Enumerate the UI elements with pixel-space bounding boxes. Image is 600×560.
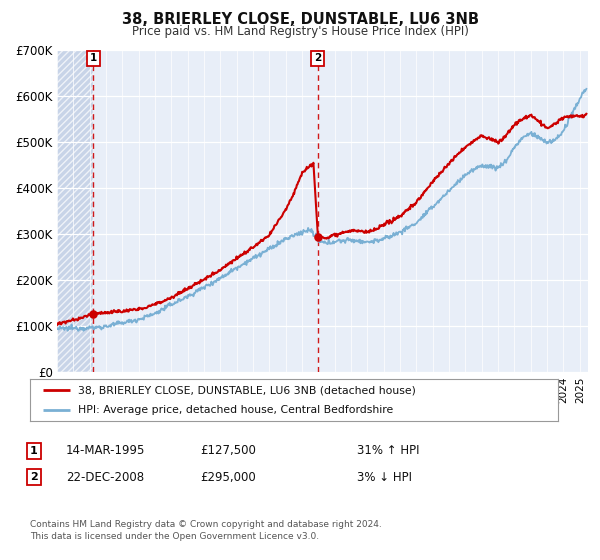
Text: Price paid vs. HM Land Registry's House Price Index (HPI): Price paid vs. HM Land Registry's House … — [131, 25, 469, 38]
Text: 14-MAR-1995: 14-MAR-1995 — [65, 444, 145, 458]
Text: 22-DEC-2008: 22-DEC-2008 — [66, 470, 144, 484]
Bar — [57, 50, 93, 372]
Text: 3% ↓ HPI: 3% ↓ HPI — [357, 470, 412, 484]
Point — [313, 232, 323, 241]
Point — [88, 309, 98, 318]
Text: 1: 1 — [89, 53, 97, 63]
Bar — [57, 50, 93, 372]
Text: 2: 2 — [30, 472, 37, 482]
Text: 38, BRIERLEY CLOSE, DUNSTABLE, LU6 3NB (detached house): 38, BRIERLEY CLOSE, DUNSTABLE, LU6 3NB (… — [77, 385, 415, 395]
Text: 2: 2 — [314, 53, 322, 63]
Text: £295,000: £295,000 — [200, 470, 256, 484]
Text: 38, BRIERLEY CLOSE, DUNSTABLE, LU6 3NB: 38, BRIERLEY CLOSE, DUNSTABLE, LU6 3NB — [121, 12, 479, 27]
Text: Contains HM Land Registry data © Crown copyright and database right 2024.
This d: Contains HM Land Registry data © Crown c… — [30, 520, 382, 541]
Text: £127,500: £127,500 — [200, 444, 256, 458]
Text: HPI: Average price, detached house, Central Bedfordshire: HPI: Average price, detached house, Cent… — [77, 405, 393, 415]
Text: 1: 1 — [30, 446, 37, 456]
Text: 31% ↑ HPI: 31% ↑ HPI — [357, 444, 419, 458]
